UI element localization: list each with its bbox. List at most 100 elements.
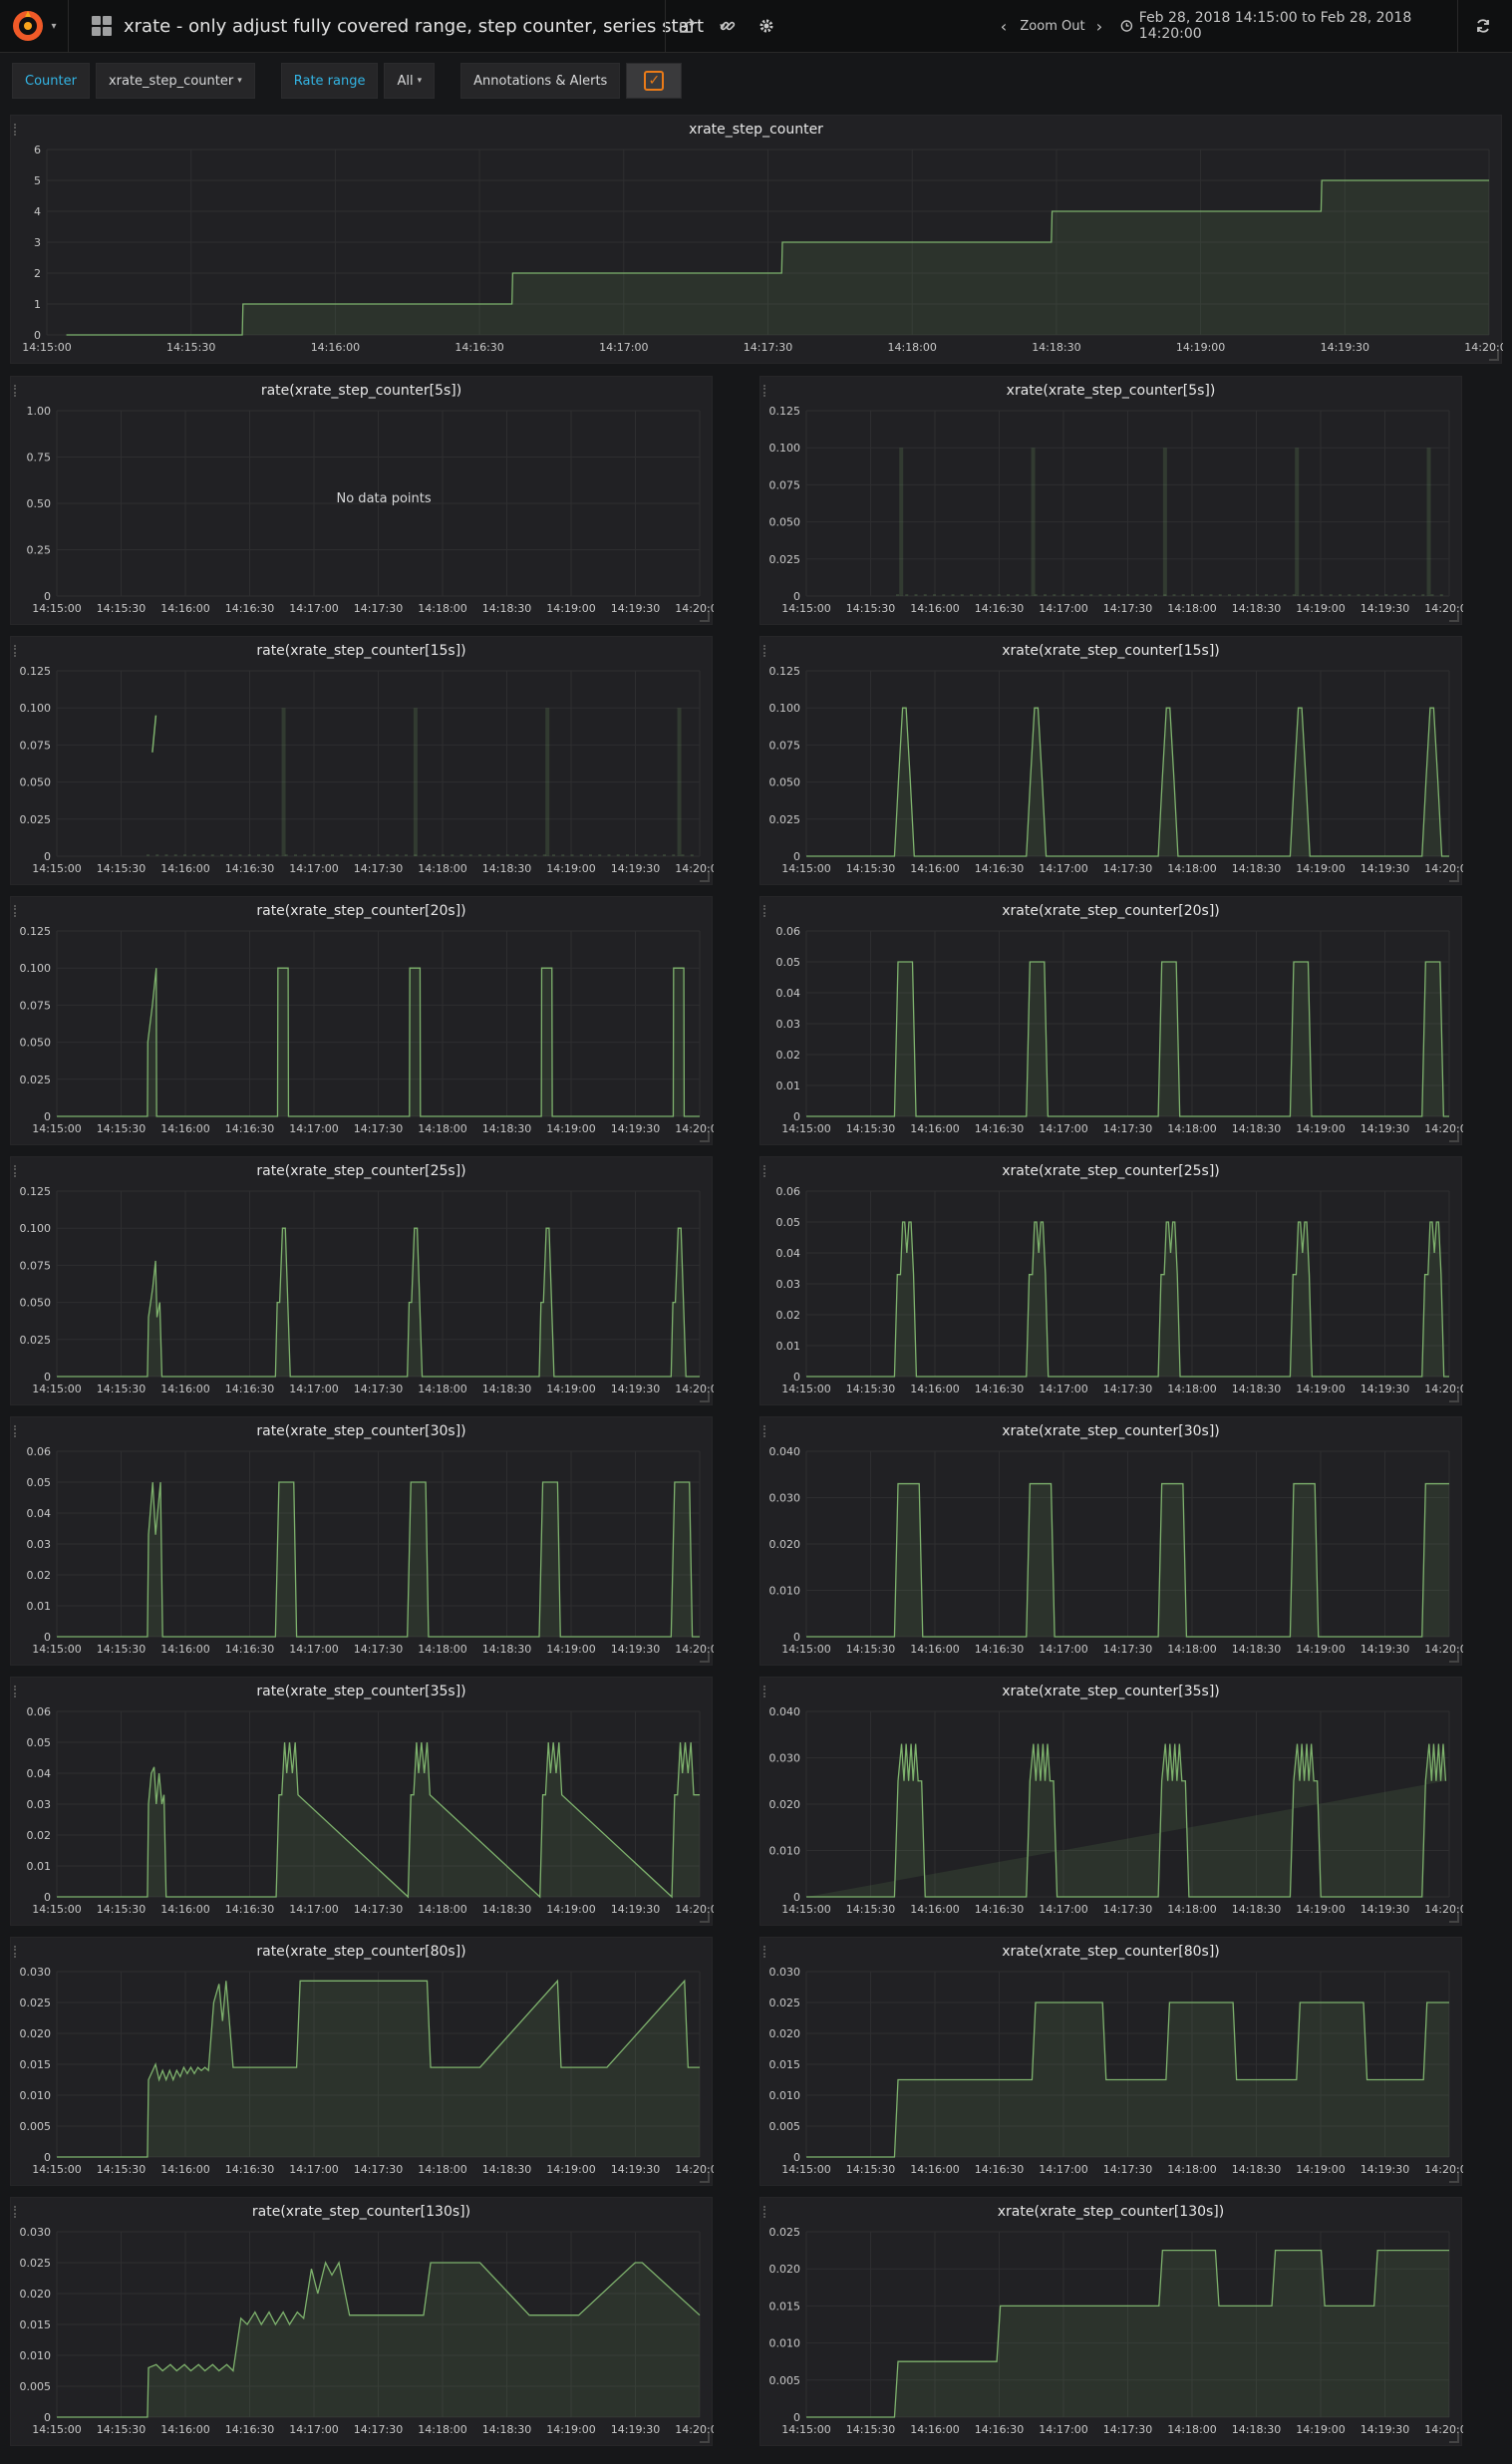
panel-drag-handle[interactable] xyxy=(763,905,768,917)
panel-drag-handle[interactable] xyxy=(763,1165,768,1177)
panel-title[interactable]: rate(xrate_step_counter[25s]) xyxy=(256,1163,466,1179)
panel-title[interactable]: xrate(xrate_step_counter[30s]) xyxy=(1002,1423,1220,1439)
panel-drag-handle[interactable] xyxy=(14,645,19,657)
panel-drag-handle[interactable] xyxy=(763,1425,768,1437)
grafana-logo-menu[interactable]: ▾ xyxy=(0,0,69,52)
x-tick-label: 14:16:00 xyxy=(910,2163,959,2176)
panel-resize-handle[interactable] xyxy=(700,1653,710,1663)
panel-drag-handle[interactable] xyxy=(763,1686,768,1697)
panel-p_rate80[interactable]: rate(xrate_step_counter[80s]) 0 0.005 0.010… xyxy=(10,1937,714,2186)
panel-title[interactable]: xrate(xrate_step_counter[80s]) xyxy=(1002,1944,1220,1960)
panel-resize-handle[interactable] xyxy=(700,1913,710,1923)
panel-p_xrate5[interactable]: xrate(xrate_step_counter[5s]) 0 0.025 0.050… xyxy=(759,376,1463,625)
panel-title[interactable]: rate(xrate_step_counter[5s]) xyxy=(260,383,462,399)
settings-button[interactable] xyxy=(750,0,783,52)
share-button[interactable] xyxy=(670,0,704,52)
panel-title[interactable]: rate(xrate_step_counter[20s]) xyxy=(256,903,466,919)
panel-p_xrate130[interactable]: xrate(xrate_step_counter[130s]) 0 0.005 0.0… xyxy=(759,2197,1463,2446)
panel-p_rate35[interactable]: rate(xrate_step_counter[35s]) 0 0.01 0.02 0.… xyxy=(10,1677,715,1926)
series-area xyxy=(57,1742,700,1897)
chart-svg: 0 0.01 0.02 0.03 0.04 0.05 0.06 14:15:00 14:15:3… xyxy=(27,1705,715,1916)
panel-resize-handle[interactable] xyxy=(700,612,710,622)
panel-resize-handle[interactable] xyxy=(1449,1132,1459,1142)
panel-resize-handle[interactable] xyxy=(1449,872,1459,882)
rate-range-variable-select[interactable]: All ▾ xyxy=(384,63,436,99)
y-tick-label: 0.075 xyxy=(20,739,52,752)
x-tick-label: 14:17:00 xyxy=(1039,1383,1087,1395)
panel-p_rate15[interactable]: rate(xrate_step_counter[15s]) 0 0.025 0.050… xyxy=(10,636,714,885)
panel-title[interactable]: rate(xrate_step_counter[15s]) xyxy=(256,643,466,659)
panel-p_xrate30[interactable]: xrate(xrate_step_counter[30s]) 0 0.010 0.02… xyxy=(759,1416,1463,1666)
panel-drag-handle[interactable] xyxy=(14,1425,19,1437)
panel-drag-handle[interactable] xyxy=(14,385,19,397)
panel-drag-handle[interactable] xyxy=(763,385,768,397)
panel-p_xrate15[interactable]: xrate(xrate_step_counter[15s]) 0 0.025 0.05… xyxy=(759,636,1463,885)
panel-drag-handle[interactable] xyxy=(763,1946,768,1958)
panel-resize-handle[interactable] xyxy=(1449,1913,1459,1923)
panel-resize-handle[interactable] xyxy=(700,1132,710,1142)
panel-resize-handle[interactable] xyxy=(1449,2173,1459,2183)
panel-title[interactable]: xrate(xrate_step_counter[20s]) xyxy=(1002,903,1220,919)
panel-title[interactable]: xrate_step_counter xyxy=(689,122,823,138)
counter-variable-select[interactable]: xrate_step_counter ▾ xyxy=(95,63,255,99)
panel-resize-handle[interactable] xyxy=(1489,351,1499,361)
panel-title[interactable]: xrate(xrate_step_counter[130s]) xyxy=(997,2204,1225,2220)
x-tick-label: 14:15:00 xyxy=(781,1122,830,1135)
x-tick-label: 14:17:30 xyxy=(354,1122,403,1135)
panel-p_rate130[interactable]: rate(xrate_step_counter[130s]) 0 0.005 0.01… xyxy=(10,2197,714,2446)
panel-p_xrate80[interactable]: xrate(xrate_step_counter[80s]) 0 0.005 0.01… xyxy=(759,1937,1463,2186)
panel-p_counter[interactable]: xrate_step_counter 0 1 2 3 4 5 6 14:15:00 14:15:3… xyxy=(10,115,1503,364)
time-forward-button[interactable]: › xyxy=(1087,0,1111,52)
panel-title[interactable]: xrate(xrate_step_counter[35s]) xyxy=(1002,1684,1220,1699)
time-picker[interactable]: Feb 28, 2018 14:15:00 to Feb 28, 2018 14… xyxy=(1120,0,1449,52)
panel-resize-handle[interactable] xyxy=(1449,1392,1459,1402)
dashboard-title-dropdown[interactable]: xrate - only adjust fully covered range,… xyxy=(92,0,726,52)
panel-resize-handle[interactable] xyxy=(700,2173,710,2183)
panel-resize-handle[interactable] xyxy=(1449,2433,1459,2443)
panel-resize-handle[interactable] xyxy=(700,1392,710,1402)
x-tick-label: 14:16:30 xyxy=(975,1643,1024,1656)
x-tick-label: 14:17:00 xyxy=(599,341,648,354)
annotations-alerts-toggle[interactable]: Annotations & Alerts xyxy=(460,63,621,99)
x-tick-label: 14:19:00 xyxy=(546,2423,595,2436)
x-tick-label: 14:18:00 xyxy=(1167,1903,1216,1916)
panel-resize-handle[interactable] xyxy=(700,872,710,882)
x-tick-label: 14:16:30 xyxy=(225,602,274,615)
panel-drag-handle[interactable] xyxy=(14,1686,19,1697)
panel-p_rate5[interactable]: rate(xrate_step_counter[5s]) 0 0.25 0.50 0.7… xyxy=(10,376,714,625)
series-line xyxy=(57,1741,700,1899)
refresh-button[interactable] xyxy=(1461,0,1505,52)
panel-title[interactable]: rate(xrate_step_counter[130s]) xyxy=(251,2204,471,2220)
panel-drag-handle[interactable] xyxy=(14,1165,19,1177)
series-area xyxy=(57,1981,700,2157)
panel-title[interactable]: rate(xrate_step_counter[30s]) xyxy=(256,1423,466,1439)
panel-resize-handle[interactable] xyxy=(700,2433,710,2443)
time-back-button[interactable]: ‹ xyxy=(992,0,1016,52)
link-button[interactable] xyxy=(711,0,745,52)
panel-title[interactable]: rate(xrate_step_counter[35s]) xyxy=(256,1684,466,1699)
y-tick-label: 0.02 xyxy=(776,1049,801,1062)
panel-p_xrate35[interactable]: xrate(xrate_step_counter[35s]) 0 0.010 0.02… xyxy=(759,1677,1463,1926)
panel-p_xrate25[interactable]: xrate(xrate_step_counter[25s]) 0 0.01 0.02 0… xyxy=(759,1156,1463,1405)
annotations-checkbox[interactable]: ✓ xyxy=(626,63,683,99)
panel-title[interactable]: xrate(xrate_step_counter[25s]) xyxy=(1002,1163,1220,1179)
panel-p_xrate20[interactable]: xrate(xrate_step_counter[20s]) 0 0.01 0.02 0… xyxy=(759,896,1463,1145)
panel-p_rate20[interactable]: rate(xrate_step_counter[20s]) 0 0.025 0.050… xyxy=(10,896,714,1145)
panel-drag-handle[interactable] xyxy=(763,645,768,657)
x-tick-label: 14:20:00 xyxy=(1424,602,1463,615)
panel-resize-handle[interactable] xyxy=(1449,1653,1459,1663)
panel-p_rate30[interactable]: rate(xrate_step_counter[30s]) 0 0.01 0.02 0.… xyxy=(10,1416,714,1666)
panel-drag-handle[interactable] xyxy=(14,2206,19,2218)
panel-title[interactable]: xrate(xrate_step_counter[5s]) xyxy=(1006,383,1216,399)
panel-drag-handle[interactable] xyxy=(14,124,19,136)
x-tick-label: 14:17:30 xyxy=(1103,1903,1152,1916)
panel-p_rate25[interactable]: rate(xrate_step_counter[25s]) 0 0.025 0.050… xyxy=(10,1156,714,1405)
panel-drag-handle[interactable] xyxy=(763,2206,768,2218)
panel-resize-handle[interactable] xyxy=(1449,612,1459,622)
panel-title[interactable]: rate(xrate_step_counter[80s]) xyxy=(256,1944,466,1960)
y-tick-label: 0.04 xyxy=(27,1507,52,1520)
zoom-out-button[interactable]: Zoom Out xyxy=(1020,18,1085,34)
panel-title[interactable]: xrate(xrate_step_counter[15s]) xyxy=(1002,643,1220,659)
panel-drag-handle[interactable] xyxy=(14,1946,19,1958)
panel-drag-handle[interactable] xyxy=(14,905,19,917)
